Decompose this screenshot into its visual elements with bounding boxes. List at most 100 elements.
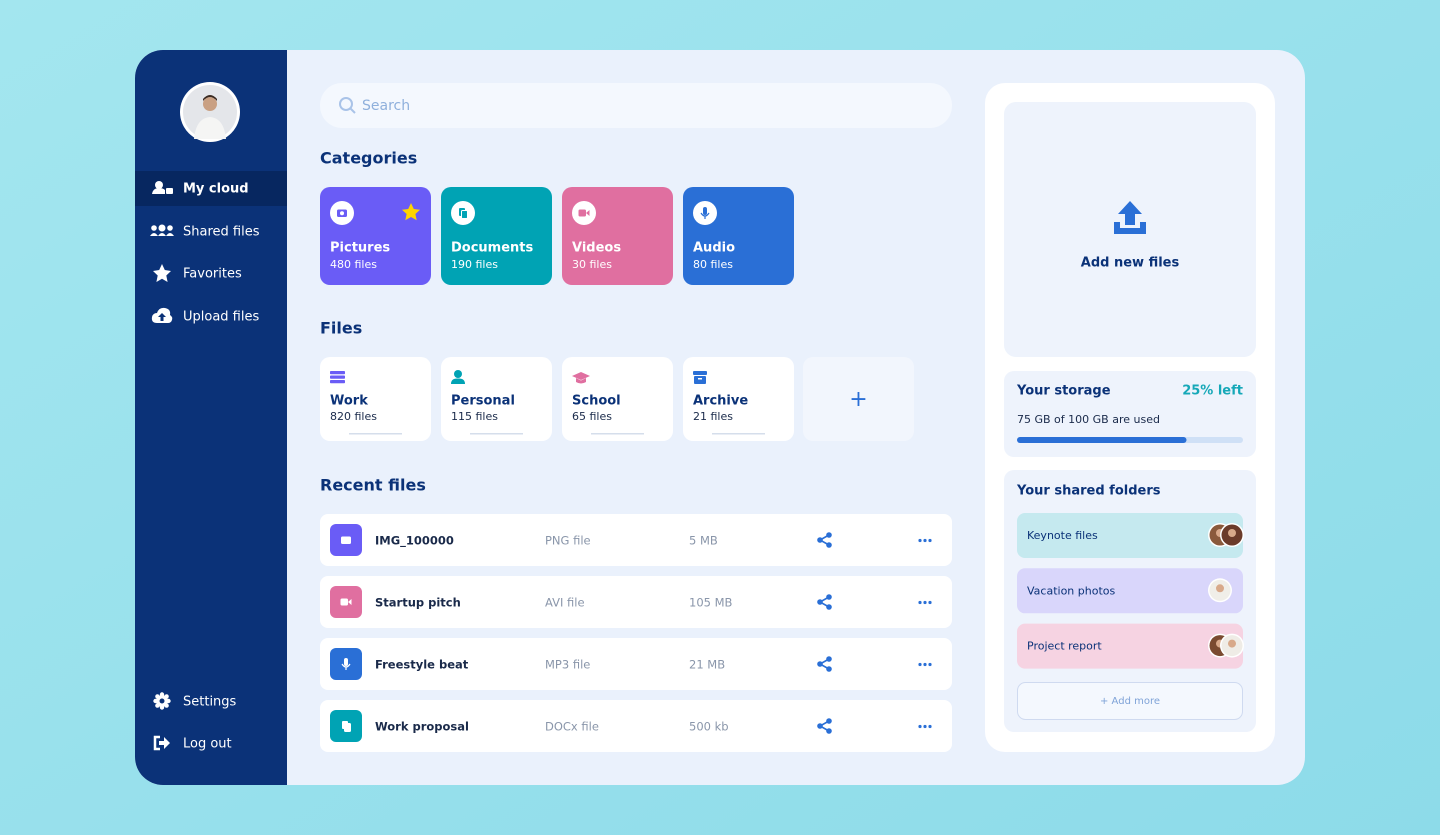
category-card[interactable]: Videos 30 files xyxy=(562,187,673,285)
more-button[interactable] xyxy=(918,662,932,667)
glyph xyxy=(703,207,707,215)
icon xyxy=(153,264,171,282)
add-more-label: + Add more xyxy=(1100,696,1160,707)
share-dot xyxy=(826,656,832,662)
favorite-star xyxy=(402,203,420,221)
nav-item[interactable]: Favorites xyxy=(153,264,242,282)
icon xyxy=(167,225,173,231)
icon xyxy=(166,188,173,194)
nav-item[interactable]: Shared files xyxy=(150,224,260,240)
more-button[interactable] xyxy=(918,724,932,729)
category-card[interactable]: Pictures 480 files xyxy=(320,187,431,285)
category-name: Documents xyxy=(451,241,534,256)
more-button[interactable] xyxy=(918,600,932,605)
storage-title: Your storage xyxy=(1016,384,1111,399)
more-dot xyxy=(928,600,932,605)
folder-count: 820 files xyxy=(330,410,377,423)
icon xyxy=(158,233,166,236)
file-size: 105 MB xyxy=(689,596,733,610)
shared-folder[interactable]: Vacation photos xyxy=(1017,568,1243,614)
file-row[interactable]: Freestyle beat MP3 file 21 MB xyxy=(320,638,952,690)
folder-underline xyxy=(591,433,644,435)
share-button[interactable] xyxy=(817,532,832,548)
share-dot xyxy=(826,532,832,538)
icon xyxy=(159,698,165,704)
file-row[interactable]: Work proposal DOCx file 500 kb xyxy=(320,700,952,752)
category-name: Audio xyxy=(693,241,735,256)
icon xyxy=(158,313,166,321)
nav-item[interactable]: Log out xyxy=(153,735,232,752)
sidebar xyxy=(135,50,287,785)
nav-item[interactable]: My cloud xyxy=(152,181,249,197)
member-face xyxy=(1216,584,1224,593)
row xyxy=(320,576,952,628)
avatar xyxy=(180,82,240,142)
share-dot xyxy=(826,542,832,548)
glyph xyxy=(344,658,348,666)
share-button[interactable] xyxy=(817,594,832,610)
file-row[interactable]: IMG_100000 PNG file 5 MB xyxy=(320,514,952,566)
folder-icon xyxy=(572,372,590,384)
upload-icon xyxy=(1114,201,1146,234)
category-card[interactable]: Audio 80 files xyxy=(683,187,794,285)
file-type: PNG file xyxy=(545,534,591,548)
folder-icon xyxy=(454,370,462,378)
category-name: Pictures xyxy=(330,241,390,256)
shared-folder[interactable]: Keynote files xyxy=(1017,513,1244,558)
share-dot xyxy=(817,537,823,543)
add-more-button[interactable] xyxy=(1017,682,1243,720)
more-button[interactable] xyxy=(918,538,932,543)
file-type: MP3 file xyxy=(545,658,590,672)
glyph xyxy=(340,211,344,216)
glyph xyxy=(578,209,586,217)
more-dot xyxy=(923,662,927,667)
more-dot xyxy=(918,662,922,667)
file-type: AVI file xyxy=(545,596,585,610)
nav-label: Log out xyxy=(183,737,232,752)
card xyxy=(562,357,673,441)
search-icon xyxy=(339,97,356,114)
glyph xyxy=(700,212,710,219)
folder-icon xyxy=(330,380,345,384)
shared-folder[interactable]: Project report xyxy=(1017,623,1244,669)
search-box[interactable] xyxy=(320,83,952,128)
shared-folder-bg xyxy=(1017,513,1243,558)
more-dot xyxy=(918,600,922,605)
file-name: Startup pitch xyxy=(375,596,461,610)
folder-name: Work xyxy=(330,394,368,409)
category-count: 30 files xyxy=(572,258,612,271)
share-button[interactable] xyxy=(817,718,832,734)
icon xyxy=(155,181,163,189)
file-size: 21 MB xyxy=(689,658,725,672)
folder-count: 115 files xyxy=(451,410,498,423)
nav-label: Upload files xyxy=(183,310,259,325)
search-placeholder: Search xyxy=(362,98,410,114)
row xyxy=(320,514,952,566)
row xyxy=(320,638,952,690)
file-row[interactable]: Startup pitch AVI file 105 MB xyxy=(320,576,952,628)
shared-folder-name: Keynote files xyxy=(1027,529,1098,542)
section-title: Files xyxy=(320,319,362,338)
file-size: 5 MB xyxy=(689,534,718,548)
share-button[interactable] xyxy=(817,656,832,672)
category-card[interactable]: Documents 190 files xyxy=(441,187,552,285)
nav-item[interactable]: Upload files xyxy=(151,307,260,325)
member-face xyxy=(1228,639,1236,648)
icon xyxy=(158,224,166,232)
folder-count: 65 files xyxy=(572,410,612,423)
nav-item[interactable]: Settings xyxy=(153,692,237,710)
add-folder-button[interactable] xyxy=(803,357,914,441)
category-name: Videos xyxy=(572,241,621,256)
add-folder-label: + xyxy=(849,387,867,412)
share-dot xyxy=(826,666,832,672)
more-dot xyxy=(928,724,932,729)
section-title: Categories xyxy=(320,149,417,168)
upload-label: Add new files xyxy=(1081,256,1180,271)
folder-underline xyxy=(349,433,402,435)
category-count: 190 files xyxy=(451,258,498,271)
